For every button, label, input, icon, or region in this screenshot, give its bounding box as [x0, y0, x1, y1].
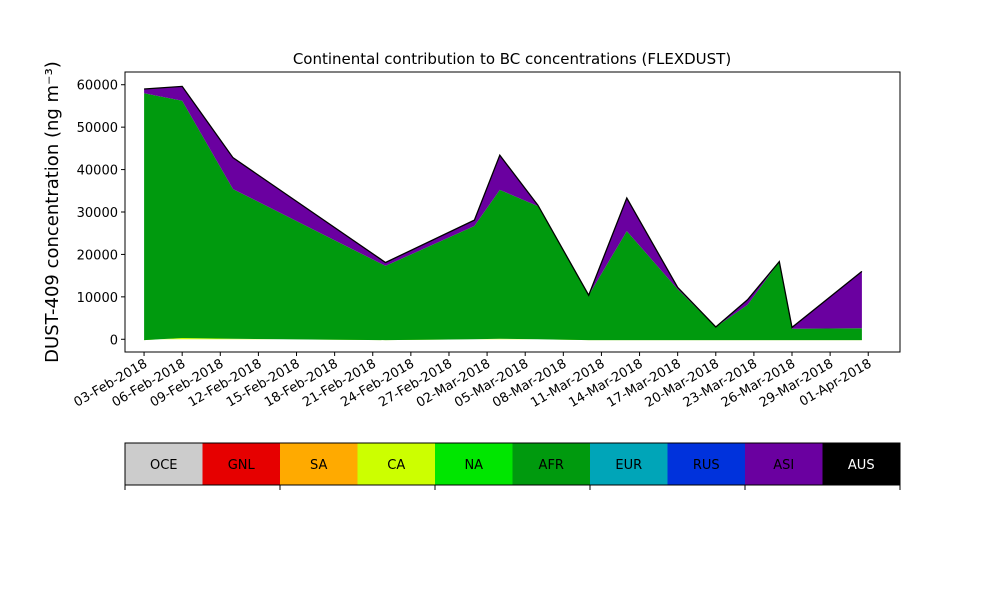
colorbar-swatch-sa [280, 443, 358, 485]
colorbar-swatch-ca [357, 443, 436, 485]
y-tick-label: 40000 [77, 164, 118, 179]
colorbar-swatch-afr [512, 443, 591, 485]
colorbar-label-afr: AFR [539, 458, 564, 473]
area-series-afr [144, 93, 862, 341]
y-tick-label: 50000 [77, 121, 118, 136]
colorbar-frame [124, 442, 901, 486]
colorbar-label-asi: ASI [773, 458, 794, 473]
colorbar-swatch-aus [822, 443, 901, 485]
colorbar-label-aus: AUS [848, 458, 875, 473]
colorbar-swatch-eur [590, 443, 668, 485]
colorbar-swatch-na [435, 443, 513, 485]
y-tick-label: 60000 [77, 79, 118, 94]
colorbar-label-eur: EUR [615, 458, 642, 473]
y-tick-label: 10000 [77, 291, 118, 306]
colorbar-swatch-rus [667, 443, 746, 485]
area-series-layer [144, 85, 863, 341]
y-tick-label: 0 [110, 333, 118, 348]
total-outline [144, 85, 863, 329]
colorbar-label-ca: CA [387, 458, 405, 473]
colorbar-label-na: NA [464, 458, 483, 473]
colorbar-label-sa: SA [310, 458, 327, 473]
area-series-asi [144, 86, 862, 329]
colorbar-swatch-oce [125, 443, 203, 485]
region-colorbar-legend: OCE GNL SA CA NA AFR EUR RUS ASI AUS [124, 442, 901, 490]
colorbar-swatch-asi [745, 443, 823, 485]
colorbar-label-gnl: GNL [228, 458, 256, 473]
chart-title: Continental contribution to BC concentra… [293, 50, 731, 68]
colorbar-label-rus: RUS [693, 458, 720, 473]
y-tick-label: 30000 [77, 206, 118, 221]
colorbar-label-oce: OCE [150, 458, 178, 473]
y-axis-label: DUST-409 concentration (ng m⁻³) [42, 61, 63, 363]
y-tick-label: 20000 [77, 248, 118, 263]
colorbar-swatch-gnl [202, 443, 281, 485]
